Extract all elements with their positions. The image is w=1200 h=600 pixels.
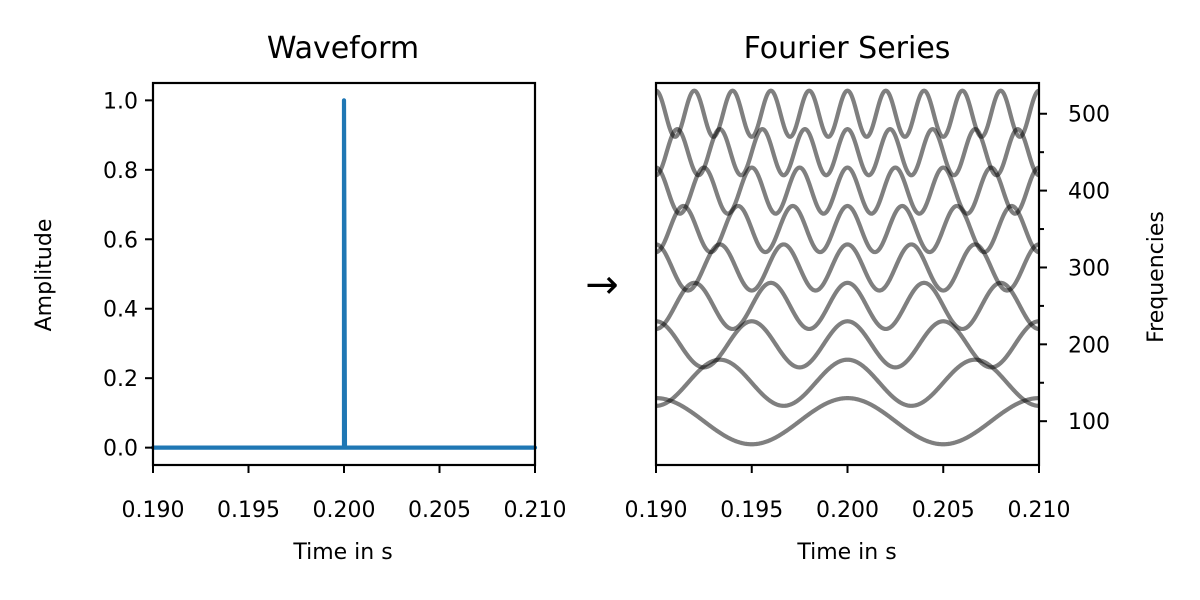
arrow-glyph: → (585, 262, 619, 308)
fourier-title: Fourier Series (744, 31, 951, 66)
waveform-x-ticks: 0.190 0.195 0.200 0.205 0.210 (122, 465, 567, 523)
waveform-y-tick-label: 0.8 (103, 159, 138, 184)
fourier-x-tick-label: 0.205 (912, 498, 975, 523)
waveform-x-tick-label: 0.200 (313, 498, 376, 523)
fourier-x-tick-label: 0.195 (720, 498, 783, 523)
fourier-x-tick-label: 0.200 (816, 498, 879, 523)
waveform-y-label: Amplitude (32, 219, 57, 332)
waveform-x-tick-label: 0.205 (408, 498, 471, 523)
waveform-x-tick-label: 0.210 (504, 498, 567, 523)
fourier-component-line-200 (654, 319, 1041, 370)
fourier-x-tick-label: 0.190 (625, 498, 688, 523)
waveform-y-tick-label: 1.0 (103, 89, 138, 114)
fourier-x-tick-label: 0.210 (1008, 498, 1071, 523)
fourier-component-line-500 (654, 88, 1041, 139)
fourier-y-tick-label: 400 (1068, 180, 1110, 205)
waveform-y-tick-label: 0.6 (103, 228, 138, 253)
waveform-x-tick-label: 0.195 (217, 498, 280, 523)
fourier-y-ticks: 100 200 300 400 500 (1039, 103, 1110, 435)
waveform-y-ticks: 0.0 0.2 0.4 0.6 0.8 1.0 (103, 89, 153, 462)
fourier-y-tick-label: 100 (1068, 410, 1110, 435)
fourier-component-line-400 (654, 165, 1041, 216)
waveform-y-tick-label: 0.0 (103, 437, 138, 462)
waveform-plot-area (150, 98, 538, 450)
fourier-y-tick-label: 200 (1068, 333, 1110, 358)
fourier-component-line-150 (654, 357, 1041, 408)
fourier-y-tick-label: 500 (1068, 103, 1110, 128)
waveform-series-line-0 (150, 98, 538, 450)
waveform-y-tick-label: 0.4 (103, 298, 138, 323)
fourier-component-line-250 (654, 280, 1041, 332)
fourier-y-label: Frequencies (1144, 211, 1169, 343)
waveform-x-tick-label: 0.190 (122, 498, 185, 523)
fourier-component-line-100 (654, 396, 1041, 447)
fourier-plot-area (654, 88, 1041, 447)
fourier-y-tick-label: 300 (1068, 256, 1110, 281)
fourier-x-label: Time in s (796, 540, 896, 565)
fourier-panel: Fourier Series 0.190 0.195 0.200 0.205 0.210… (625, 31, 1169, 565)
waveform-panel: Waveform 0.190 0.195 0.200 0.205 0.210 0.00.… (32, 31, 566, 565)
waveform-y-tick-label: 0.2 (103, 367, 138, 392)
fourier-x-ticks: 0.190 0.195 0.200 0.205 0.210 (625, 465, 1071, 523)
waveform-title: Waveform (267, 31, 419, 66)
waveform-x-label: Time in s (292, 540, 392, 565)
fourier-component-line-350 (654, 203, 1041, 255)
